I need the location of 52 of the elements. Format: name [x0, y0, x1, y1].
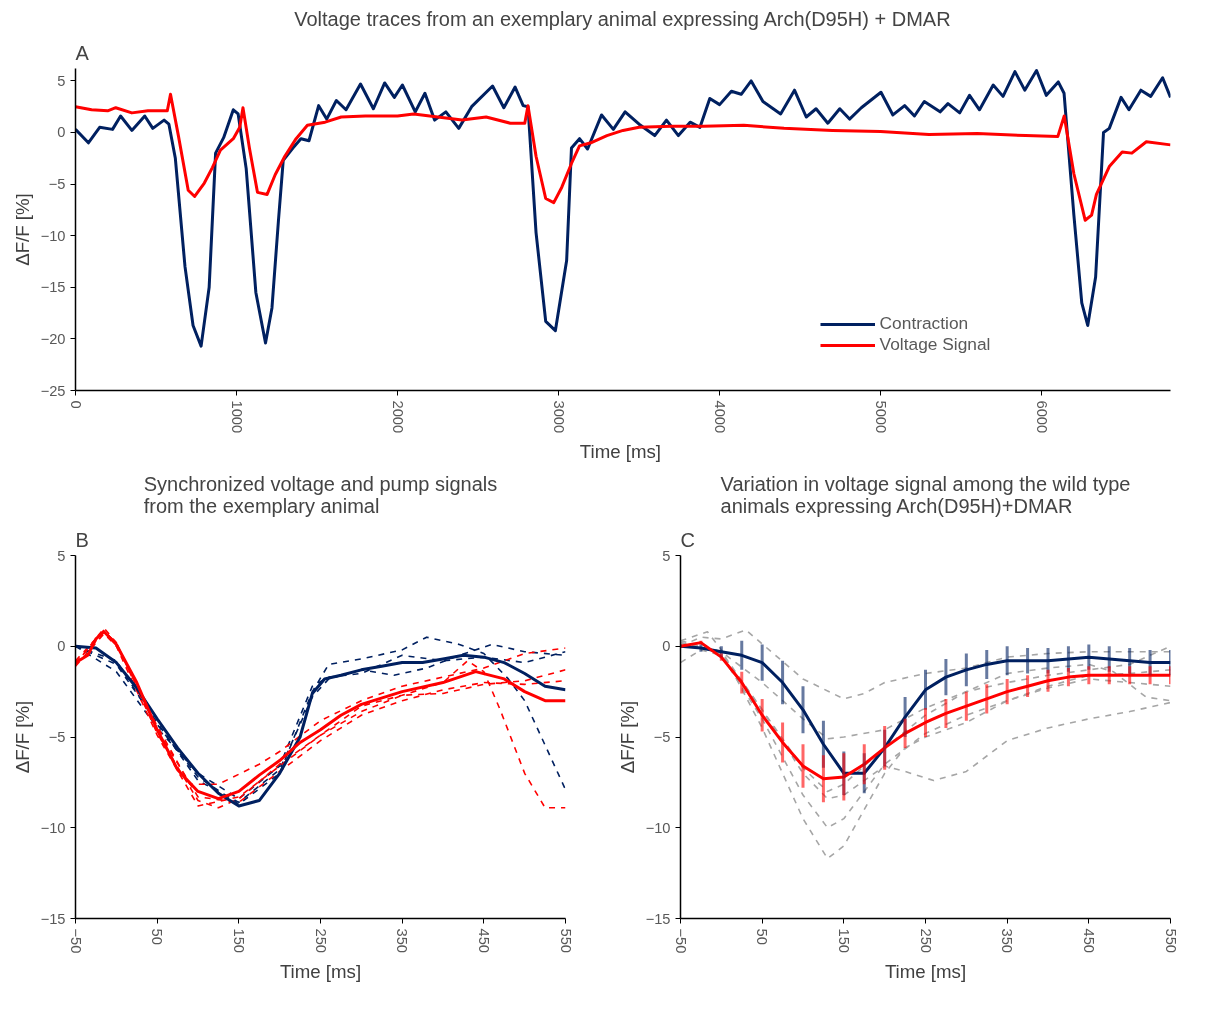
- text: A: [75, 41, 90, 64]
- x-tick-label: −50: [672, 928, 689, 954]
- y-tick-label: −5: [48, 729, 66, 745]
- y-tick-label: −15: [40, 279, 66, 296]
- chart-title: Voltage traces from an exemplary animal expressing Arch(D95H) + DMAR: [294, 7, 951, 30]
- x-tick-label: 6000: [1033, 400, 1050, 434]
- x-tick-label: 50: [754, 928, 771, 945]
- x-axis-title: Time [ms]: [279, 961, 362, 983]
- y-tick-label: −15: [645, 910, 671, 927]
- y-tick-label: 5: [57, 547, 66, 564]
- y-tick-label: −10: [40, 227, 66, 244]
- x-axis-title: Time [ms]: [579, 441, 661, 463]
- x-tick-label: 50: [149, 928, 166, 945]
- text: C: [680, 528, 695, 551]
- x-axis-title: Time [ms]: [884, 961, 967, 983]
- y-tick-label: 0: [57, 638, 66, 655]
- x-tick-label: 250: [312, 928, 329, 953]
- y-tick-label: −25: [40, 382, 66, 399]
- chart-title: Synchronized voltage and pump signals from the exemplary animal: [143, 472, 498, 517]
- x-tick-label: 350: [999, 928, 1016, 953]
- legend-label: Contraction: [879, 313, 969, 334]
- chart-title: Variation in voltage signal among the wild type animals expressing Arch(D95H)+DMAR: [720, 472, 1131, 517]
- x-tick-label: 150: [230, 928, 247, 953]
- x-tick-label: 550: [1162, 928, 1179, 953]
- x-tick-label: 550: [557, 928, 574, 953]
- x-tick-label: 450: [1080, 928, 1097, 953]
- y-tick-label: −10: [40, 819, 66, 836]
- x-tick-label: 350: [394, 928, 411, 953]
- y-tick-label: −15: [40, 910, 66, 927]
- y-tick-label: −5: [48, 176, 66, 193]
- y-tick-label: −5: [653, 729, 671, 745]
- y-axis-title: ΔF/F [%]: [616, 700, 638, 774]
- x-tick-label: 3000: [550, 400, 567, 434]
- x-tick-label: 250: [917, 928, 934, 953]
- legend-label: Voltage Signal: [879, 334, 991, 355]
- x-tick-label: 5000: [872, 400, 889, 434]
- y-axis-title: ΔF/F [%]: [11, 193, 33, 266]
- y-tick-label: −10: [645, 819, 671, 836]
- text: B: [75, 528, 89, 551]
- x-tick-label: 4000: [711, 400, 728, 434]
- x-tick-label: 450: [475, 928, 492, 953]
- y-axis-title: ΔF/F [%]: [11, 700, 33, 774]
- x-tick-label: −50: [67, 928, 84, 954]
- x-tick-label: 2000: [389, 400, 406, 434]
- x-tick-label: 1000: [228, 400, 245, 434]
- x-tick-label: 0: [67, 400, 84, 409]
- y-tick-label: −20: [40, 330, 66, 347]
- y-tick-label: 0: [662, 638, 671, 655]
- y-tick-label: 5: [57, 72, 66, 89]
- y-tick-label: 0: [57, 124, 66, 141]
- x-tick-label: 150: [835, 928, 852, 953]
- y-tick-label: 5: [662, 547, 671, 564]
